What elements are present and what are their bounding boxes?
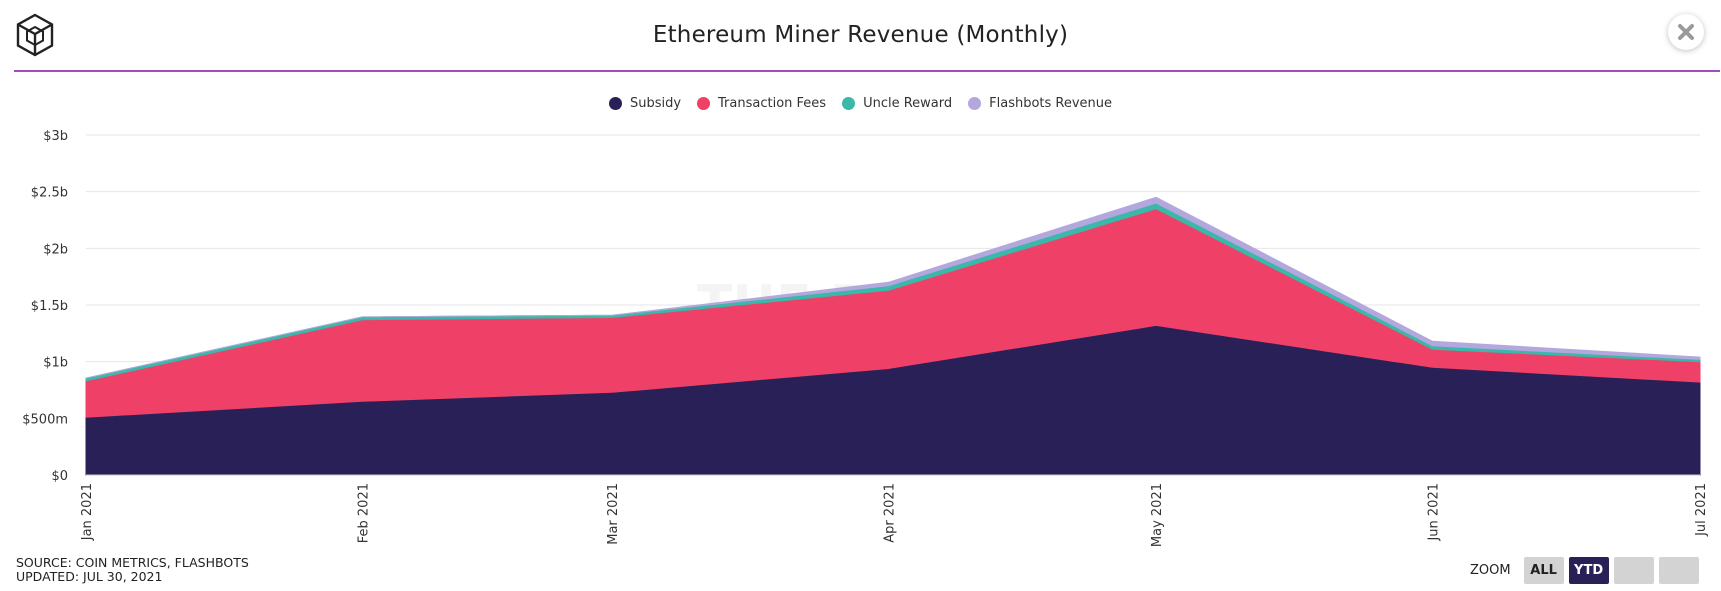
y-tick-label: $500m [22,412,68,427]
legend-swatch-uncle-reward [842,97,856,110]
legend-item-transaction-fees[interactable]: Transaction Fees [697,96,826,111]
close-x-icon [1678,24,1694,40]
y-tick-label: $3b [43,129,68,144]
footer-source: SOURCE: COIN METRICS, FLASHBOTS UPDATED:… [16,556,249,584]
x-tick-label: Mar 2021 [606,483,621,545]
x-tick-label: Jun 2021 [1426,483,1441,542]
header-divider [14,70,1720,72]
x-tick-label: Feb 2021 [356,483,371,543]
x-tick-label: Jan 2021 [80,483,95,541]
zoom-controls: ZOOM ALL YTD [1470,557,1699,584]
legend-item-uncle-reward[interactable]: Uncle Reward [842,96,952,111]
y-tick-label: $0 [51,469,68,484]
chart-legend: Subsidy Transaction Fees Uncle Reward Fl… [0,96,1721,111]
x-tick-label: Apr 2021 [883,483,898,543]
zoom-blank-button-1[interactable] [1613,557,1654,584]
legend-label-subsidy: Subsidy [629,96,682,111]
zoom-blank-button-2[interactable] [1658,557,1699,584]
legend-label-transaction-fees: Transaction Fees [718,96,827,111]
x-tick-label: Jul 2021 [1694,483,1709,537]
x-tick-label: May 2021 [1150,483,1165,547]
y-tick-label: $2.5b [31,186,68,201]
chart-title: Ethereum Miner Revenue (Monthly) [652,22,1069,48]
legend-item-flashbots-revenue[interactable]: Flashbots Revenue [968,96,1112,111]
legend-label-uncle-reward: Uncle Reward [863,96,953,111]
y-tick-label: $2b [43,242,68,257]
zoom-all-button[interactable]: ALL [1523,557,1564,584]
legend-item-subsidy[interactable]: Subsidy [608,96,682,111]
area-series-flashbots-revenue [85,196,1701,379]
updated-text: UPDATED: JUL 30, 2021 [16,569,163,584]
source-text: SOURCE: COIN METRICS, FLASHBOTS [16,555,249,570]
legend-swatch-flashbots-revenue [968,97,982,110]
legend-label-flashbots-revenue: Flashbots Revenue [989,96,1113,111]
the-block-logo-icon[interactable] [14,12,56,58]
zoom-ytd-button[interactable]: YTD [1568,557,1609,584]
y-tick-label: $1.5b [31,299,68,314]
legend-swatch-subsidy [608,97,622,110]
legend-swatch-transaction-fees [697,97,711,110]
y-tick-label: $1b [43,356,68,371]
close-button[interactable] [1668,14,1704,50]
zoom-label: ZOOM [1470,563,1511,578]
